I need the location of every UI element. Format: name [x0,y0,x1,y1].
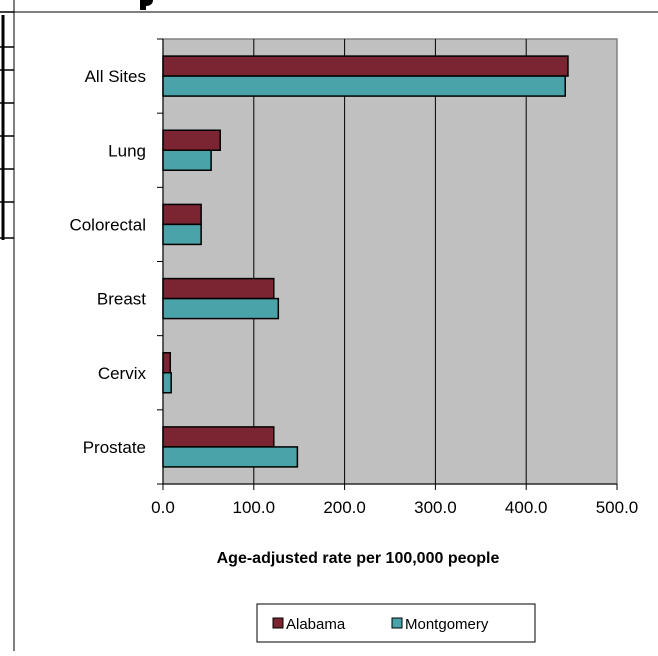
bar-montgomery [162,297,280,320]
x-tick-label: 300.0 [414,498,457,517]
bar-alabama [162,203,202,226]
bar-alabama [162,55,569,77]
legend-label: Alabama [286,616,346,633]
legend-swatch [272,617,284,629]
category-label: All Sites [85,67,146,86]
x-tick-label: 500.0 [596,498,639,517]
bar-montgomery [162,223,202,246]
bar-montgomery [162,149,212,171]
bar-montgomery [162,446,299,468]
bar-alabama [162,426,275,448]
category-label: Breast [97,290,146,309]
category-label: Colorectal [69,215,146,234]
category-label: Lung [108,141,146,160]
category-label: Cervix [98,364,147,383]
x-tick-label: 100.0 [233,498,276,517]
x-axis-title: Age-adjusted rate per 100,000 people [217,550,500,567]
bar-montgomery [162,372,172,394]
bar-alabama [162,352,172,374]
legend-label: Montgomery [405,616,489,633]
legend: Alabama Montgomery [256,603,536,643]
bar-montgomery [162,75,566,97]
x-tick-label: 200.0 [323,498,366,517]
legend-swatch [391,617,403,629]
x-tick-label: 0.0 [151,498,175,517]
category-label: Prostate [83,438,146,457]
bar-alabama [162,277,275,300]
x-tick-label: 400.0 [505,498,548,517]
cropped-title-fragment [140,0,153,10]
plot-area [162,38,618,485]
bar-alabama [162,129,221,151]
